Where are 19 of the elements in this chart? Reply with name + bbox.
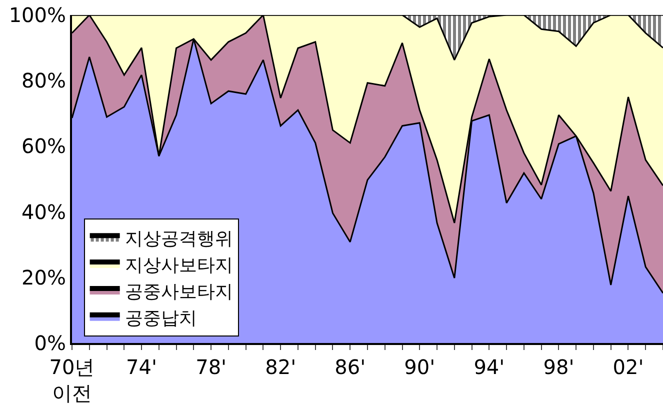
x-tick-label: 86'	[334, 355, 366, 379]
y-tick-label: 40%	[22, 200, 66, 224]
x-tick-label: 90'	[404, 355, 436, 379]
x-tick-label: 70년 이전	[49, 355, 95, 405]
legend-label: 공중사보타지	[124, 281, 233, 302]
x-tick-label: 78'	[196, 355, 227, 379]
y-tick-label: 60%	[22, 134, 66, 158]
x-tick-label: 82'	[265, 355, 296, 379]
x-tick-label: 94'	[474, 355, 505, 379]
y-tick-label: 100%	[8, 3, 66, 27]
x-tick-label: 02'	[612, 355, 644, 379]
y-tick-label: 0%	[34, 331, 66, 355]
x-tick-label: 98'	[543, 355, 574, 379]
y-tick-label: 80%	[22, 68, 66, 93]
x-tick-label: 74'	[126, 355, 158, 379]
legend-label: 지상사보타지	[124, 255, 233, 276]
legend-label: 지상공격행위	[124, 228, 233, 250]
legend-label: 공중납치	[124, 308, 197, 329]
y-tick-label: 20%	[22, 265, 66, 290]
